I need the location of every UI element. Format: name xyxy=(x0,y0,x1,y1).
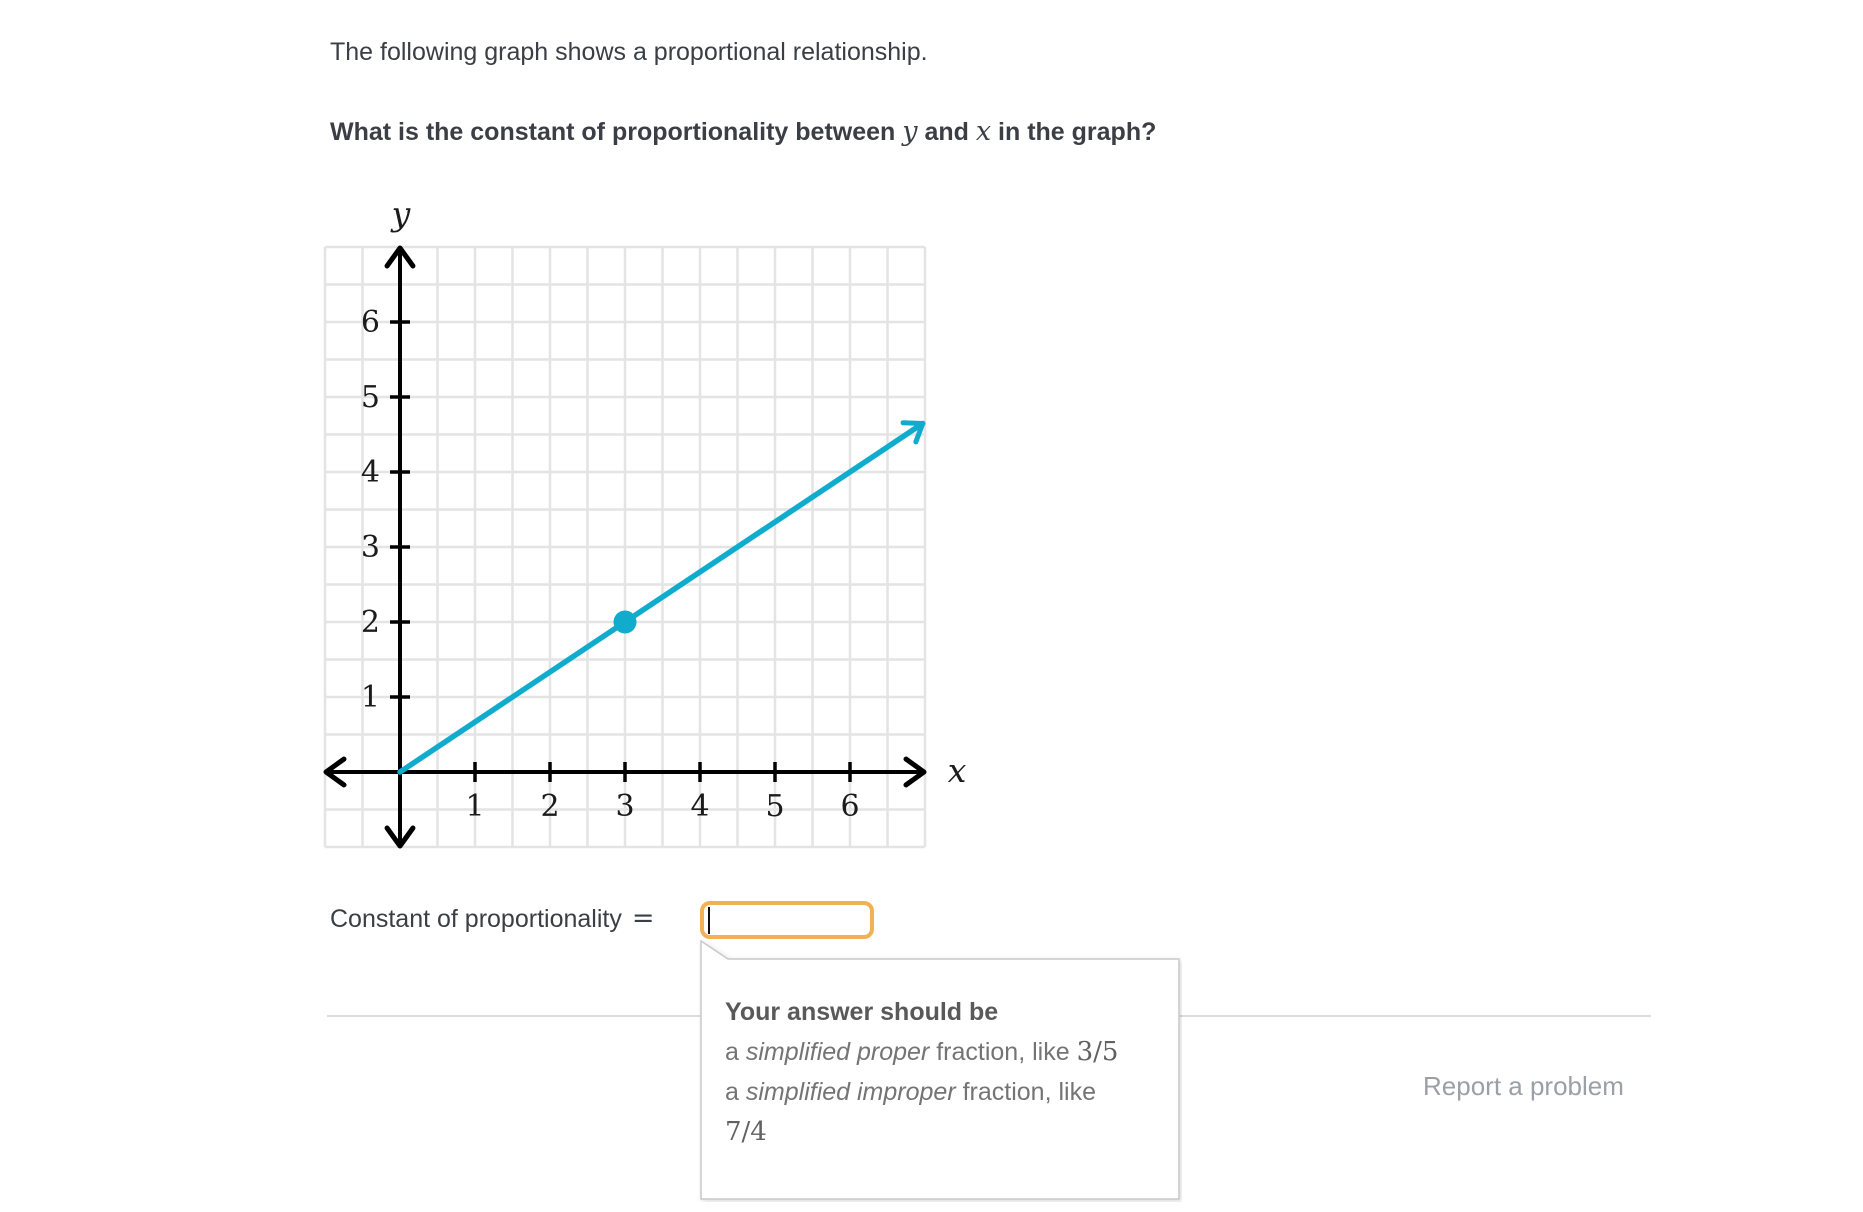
answer-input[interactable] xyxy=(700,901,874,939)
y-tick-label: 5 xyxy=(361,380,380,415)
graph-line xyxy=(397,420,926,775)
question-var-y: y xyxy=(902,116,918,147)
y-tick-label: 4 xyxy=(361,455,380,490)
x-axis-left-arrow xyxy=(323,756,347,788)
tooltip-line-proper: a simplified proper fraction, like 3/5 xyxy=(725,1037,1119,1067)
highlighted-point xyxy=(613,610,637,634)
y-tick-label: 2 xyxy=(361,605,380,640)
intro-text: The following graph shows a proportional… xyxy=(330,38,928,66)
x-tick-label: 3 xyxy=(615,789,634,824)
proportional-relationship-graph: 1 2 3 4 5 6 1 2 3 4 5 6 x y xyxy=(323,194,967,849)
tooltip-heading: Your answer should be xyxy=(725,998,999,1026)
text-cursor xyxy=(708,907,710,934)
tooltip-text: Your answer should be a simplified prope… xyxy=(725,992,1165,1152)
x-tick-label: 5 xyxy=(765,789,784,824)
graph-line-arrow xyxy=(900,420,926,445)
y-axis-down-arrow xyxy=(384,825,416,849)
improper-fraction-example: 7/4 xyxy=(725,1117,767,1147)
y-tick-label: 3 xyxy=(361,530,380,565)
equals-sign: = xyxy=(631,903,655,934)
tooltip-line-improper: a simplified improper fraction, like xyxy=(725,1078,1096,1106)
x-axis-right-arrow xyxy=(903,756,927,788)
x-tick-label: 1 xyxy=(465,789,484,824)
answer-label: Constant of proportionality xyxy=(330,905,622,933)
proper-fraction-example: 3/5 xyxy=(1076,1037,1119,1067)
y-axis-label: y xyxy=(390,194,411,233)
answer-format-tooltip: Your answer should be a simplified prope… xyxy=(698,936,1182,1202)
question-suffix: in the graph? xyxy=(991,118,1157,146)
question-prefix: What is the constant of proportionality … xyxy=(330,118,903,146)
y-axis-up-arrow xyxy=(384,245,416,269)
tooltip-bubble xyxy=(700,939,1180,1200)
question-mid: and xyxy=(917,118,976,146)
answer-row: Constant of proportionality = xyxy=(330,903,654,934)
y-tick-label: 1 xyxy=(361,680,380,715)
x-tick-label: 4 xyxy=(690,789,709,824)
report-a-problem-link[interactable]: Report a problem xyxy=(1423,1071,1624,1101)
y-tick-label: 6 xyxy=(361,305,380,340)
x-tick-label: 6 xyxy=(840,789,859,824)
question-var-x: x xyxy=(975,116,992,147)
question-text: What is the constant of proportionality … xyxy=(330,116,1156,148)
x-axis-label: x xyxy=(948,751,967,790)
x-tick-label: 2 xyxy=(540,789,559,824)
